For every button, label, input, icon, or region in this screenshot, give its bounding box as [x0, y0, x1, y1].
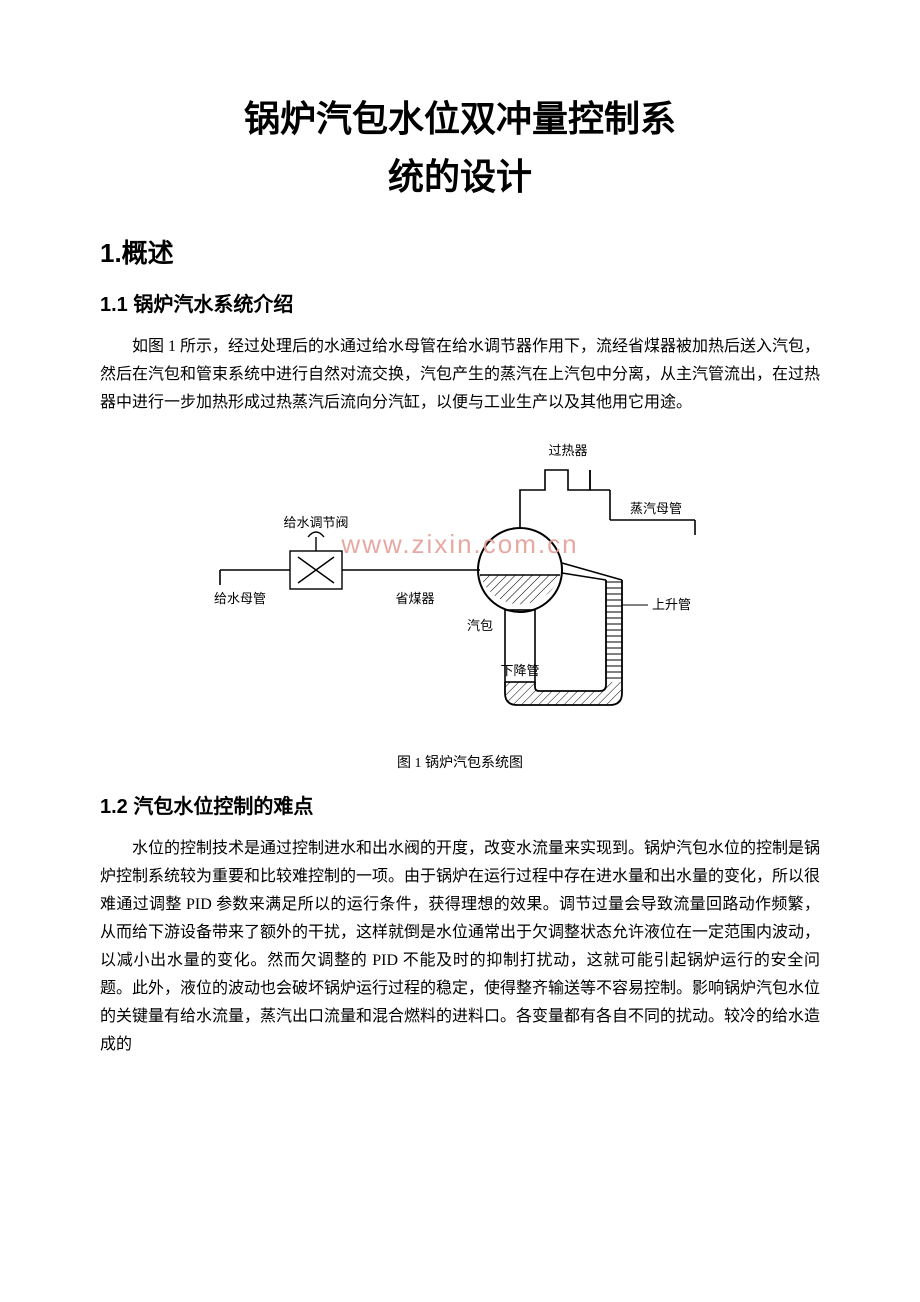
riser-inner: [535, 580, 606, 691]
superheater-label: 过热器: [548, 443, 587, 458]
section-1-2-heading: 1.2 汽包水位控制的难点: [100, 790, 820, 819]
boiler-diagram-svg: www.zixin.com.cn 过热器 蒸汽母管 给水调节阀 给水母管 省煤器…: [180, 435, 740, 725]
section-1-1-paragraph: 如图 1 所示，经过处理后的水通过给水母管在给水调节器作用下，流经省煤器被加热后…: [100, 333, 820, 417]
superheater-icon: [520, 470, 590, 528]
figure-1: www.zixin.com.cn 过热器 蒸汽母管 给水调节阀 给水母管 省煤器…: [100, 435, 820, 730]
economizer-label: 省煤器: [395, 591, 434, 606]
valve-actuator-icon: [308, 532, 324, 537]
riser-hatch: [606, 580, 622, 682]
title-line-2: 统的设计: [388, 156, 532, 197]
steam-header-label: 蒸汽母管: [630, 501, 682, 516]
figure-1-caption: 图 1 锅炉汽包系统图: [100, 752, 820, 772]
title-line-1: 锅炉汽包水位双冲量控制系: [244, 98, 676, 139]
section-1-1-heading: 1.1 锅炉汽水系统介绍: [100, 288, 820, 317]
section-1-2-paragraph: 水位的控制技术是通过控制进水和出水阀的开度，改变水流量来实现到。锅炉汽包水位的控…: [100, 835, 820, 1059]
drum-water-hatch: [480, 575, 560, 604]
watermark-text: www.zixin.com.cn: [340, 529, 578, 559]
downcomer-label: 下降管: [500, 663, 539, 678]
section-1-heading: 1.概述: [100, 233, 820, 270]
drum-label: 汽包: [467, 618, 493, 633]
riser-label: 上升管: [652, 597, 691, 612]
valve-symbol-icon: [298, 557, 334, 583]
u-fill: [505, 682, 622, 705]
page-title: 锅炉汽包水位双冲量控制系 统的设计: [100, 90, 820, 205]
feed-header-label: 给水母管: [214, 591, 266, 606]
valve-label: 给水调节阀: [283, 515, 348, 530]
